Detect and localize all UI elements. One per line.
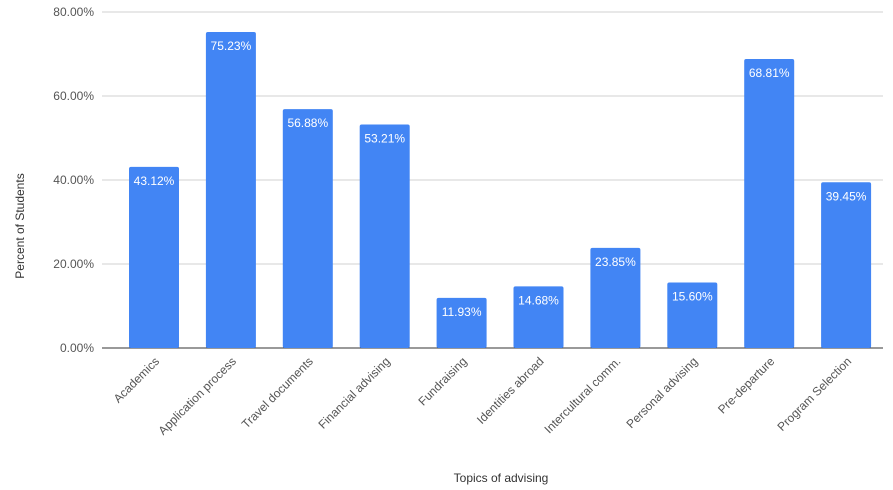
y-tick-label: 80.00% bbox=[53, 5, 94, 19]
bar bbox=[513, 286, 564, 348]
bar-value-label: 15.60% bbox=[672, 289, 713, 303]
y-axis-title: Percent of Students bbox=[13, 173, 27, 278]
bar-value-label: 75.23% bbox=[211, 39, 252, 53]
bar-value-label: 11.93% bbox=[442, 305, 482, 319]
x-category-label: Travel documents bbox=[239, 354, 316, 431]
x-category-label: Personal advising bbox=[624, 354, 701, 431]
bars bbox=[129, 32, 872, 349]
bar bbox=[282, 109, 333, 348]
x-category-label: Pre-departure bbox=[715, 354, 777, 416]
bar-value-label: 53.21% bbox=[364, 132, 405, 146]
bar bbox=[667, 282, 718, 348]
x-category-label: Financial advising bbox=[315, 354, 392, 431]
bar bbox=[129, 166, 179, 348]
bar-value-label: 14.68% bbox=[518, 293, 559, 307]
y-tick-label: 40.00% bbox=[53, 173, 94, 187]
y-tick-label: 20.00% bbox=[53, 257, 94, 271]
y-tick-label: 60.00% bbox=[53, 89, 94, 103]
x-category-label: Intercultural comm. bbox=[541, 354, 623, 436]
y-axis-ticks: 0.00% 20.00% 40.00% 60.00% 80.00% bbox=[53, 5, 94, 355]
x-category-label: Program Selection bbox=[775, 354, 855, 434]
bar-value-label: 56.88% bbox=[287, 116, 328, 130]
x-category-label: Identities abroad bbox=[474, 354, 547, 427]
bar-value-label: 68.81% bbox=[749, 66, 790, 80]
bar-value-label: 39.45% bbox=[826, 189, 867, 203]
x-category-label: Application process bbox=[156, 354, 239, 437]
bar bbox=[205, 32, 256, 349]
bar bbox=[436, 297, 487, 348]
bar bbox=[744, 58, 795, 349]
bar bbox=[590, 247, 641, 348]
x-axis-title: Topics of advising bbox=[454, 471, 549, 485]
x-category-label: Fundraising bbox=[415, 354, 469, 408]
bar bbox=[821, 182, 872, 348]
x-category-label: Academics bbox=[111, 354, 162, 405]
bar bbox=[359, 124, 410, 348]
bar-value-label: 43.12% bbox=[134, 174, 175, 188]
bar-value-label: 23.85% bbox=[595, 255, 636, 269]
y-tick-label: 0.00% bbox=[60, 341, 94, 355]
bar-value-labels: 43.12% 75.23% 56.88% 53.21% 11.93% 14.68% 23.8… bbox=[134, 39, 867, 319]
